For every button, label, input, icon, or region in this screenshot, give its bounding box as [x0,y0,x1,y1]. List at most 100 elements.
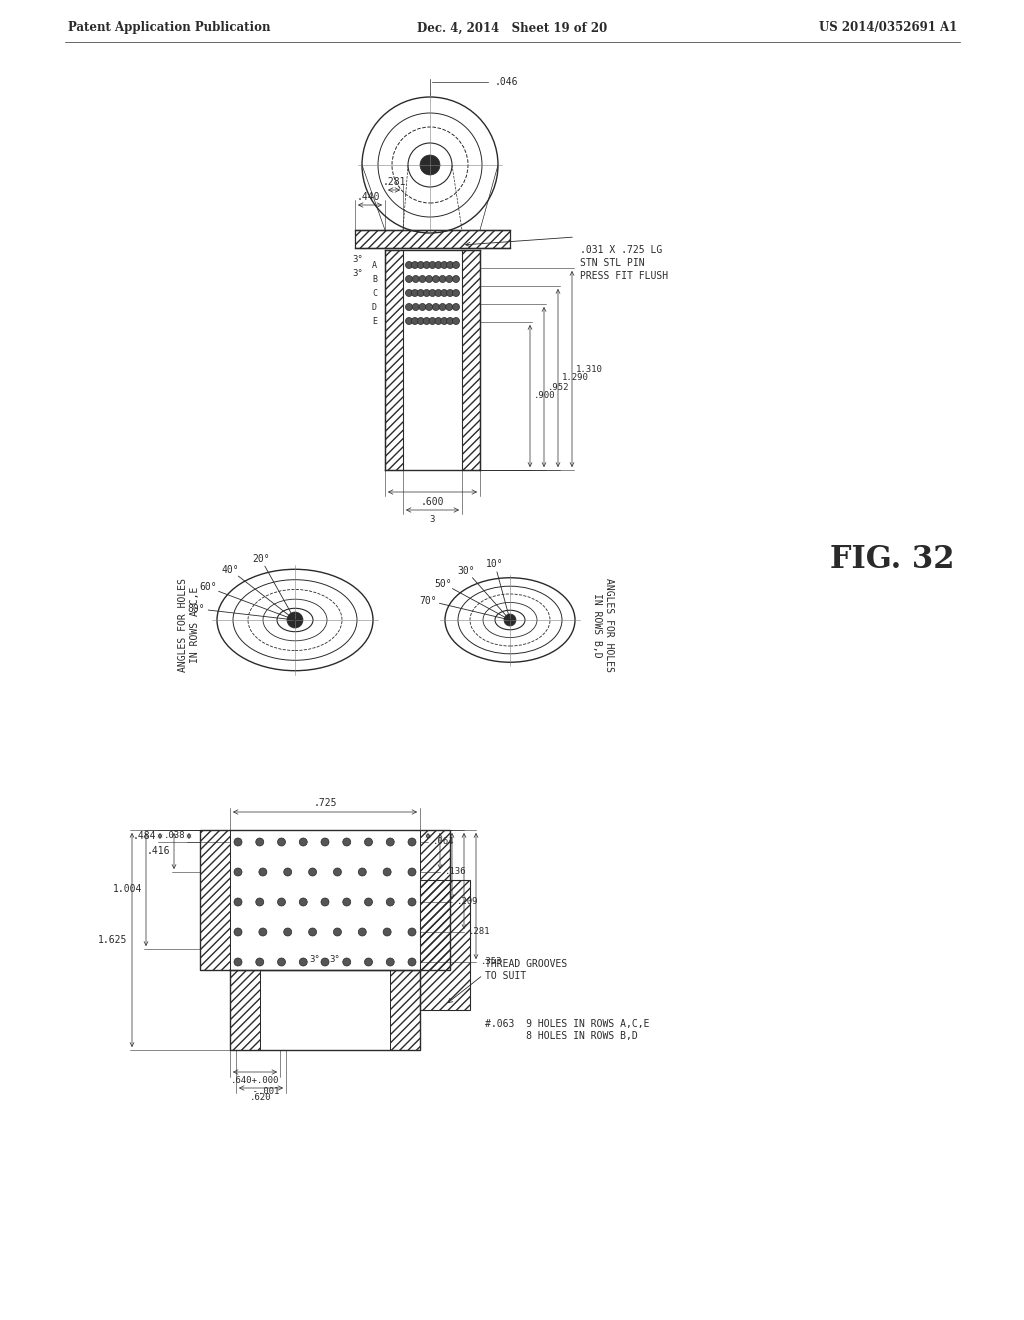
Bar [230,970,260,1049]
Text: THREAD GROOVES
TO SUIT: THREAD GROOVES TO SUIT [485,960,567,981]
Circle shape [453,318,460,325]
Bar [390,970,420,1049]
Circle shape [408,958,416,966]
Circle shape [287,612,303,628]
Text: .640+.000
    -.001: .640+.000 -.001 [230,1076,280,1096]
Text: .031 X .725 LG: .031 X .725 LG [580,246,663,255]
Text: 3: 3 [430,516,435,524]
Text: .046: .046 [495,77,518,87]
Text: 3°: 3° [330,956,340,965]
Circle shape [446,318,454,325]
Text: .952: .952 [548,383,569,392]
Circle shape [234,838,242,846]
Circle shape [278,958,286,966]
Text: Dec. 4, 2014   Sheet 19 of 20: Dec. 4, 2014 Sheet 19 of 20 [417,21,607,34]
Circle shape [406,276,413,282]
Circle shape [234,958,242,966]
Text: ANGLES FOR HOLES
IN ROWS A,C,E: ANGLES FOR HOLES IN ROWS A,C,E [178,578,200,672]
Circle shape [417,289,424,297]
Bar [200,830,450,970]
Circle shape [432,276,439,282]
Text: B: B [372,275,377,284]
Bar [420,830,450,970]
Circle shape [358,928,367,936]
Circle shape [284,928,292,936]
Bar [230,970,420,1049]
Text: 1.310: 1.310 [575,364,603,374]
Circle shape [445,276,453,282]
Circle shape [440,318,447,325]
Text: PRESS FIT FLUSH: PRESS FIT FLUSH [580,271,668,281]
Text: 10°: 10° [486,560,504,569]
Circle shape [412,261,419,268]
Circle shape [408,928,416,936]
Circle shape [420,154,440,176]
Circle shape [453,261,460,268]
Text: .281: .281 [382,177,406,187]
Text: 1.004: 1.004 [113,884,142,894]
Circle shape [423,289,430,297]
Circle shape [417,261,424,268]
Circle shape [321,898,329,906]
Circle shape [343,838,351,846]
Bar [200,830,230,970]
Circle shape [234,928,242,936]
Text: C: C [372,289,377,297]
Text: #.063  9 HOLES IN ROWS A,C,E
       8 HOLES IN ROWS B,D: #.063 9 HOLES IN ROWS A,C,E 8 HOLES IN R… [485,1019,649,1040]
Text: .440: .440 [356,191,380,202]
Circle shape [308,928,316,936]
Text: Patent Application Publication: Patent Application Publication [68,21,270,34]
Circle shape [453,276,460,282]
Circle shape [440,261,447,268]
Circle shape [406,261,413,268]
Circle shape [406,289,413,297]
Text: .064: .064 [433,837,455,846]
Circle shape [256,898,264,906]
Circle shape [417,318,424,325]
Circle shape [445,304,453,310]
Text: 1.625: 1.625 [97,935,127,945]
Text: .416: .416 [146,846,170,855]
Text: 20°: 20° [252,554,269,564]
Circle shape [321,838,329,846]
Circle shape [386,958,394,966]
Circle shape [413,304,419,310]
Circle shape [234,898,242,906]
Circle shape [423,261,430,268]
Text: 40°: 40° [222,565,240,576]
Text: 3°: 3° [309,956,321,965]
Circle shape [429,318,436,325]
Circle shape [426,304,433,310]
Circle shape [439,304,446,310]
Text: STN STL PIN: STN STL PIN [580,257,645,268]
Text: 80°: 80° [187,603,206,614]
Circle shape [365,898,373,906]
Text: A: A [372,260,377,269]
Text: 50°: 50° [434,578,453,589]
Circle shape [423,318,430,325]
Circle shape [435,261,442,268]
Bar [462,249,480,470]
Circle shape [412,289,419,297]
Text: .900: .900 [534,392,555,400]
Text: .484: .484 [132,832,156,841]
Circle shape [408,869,416,876]
Text: .136: .136 [445,867,467,876]
Circle shape [308,869,316,876]
Circle shape [365,838,373,846]
Bar [385,249,403,470]
Circle shape [259,928,267,936]
Text: 30°: 30° [458,566,475,576]
Circle shape [256,838,264,846]
Text: 60°: 60° [200,582,217,593]
Circle shape [446,261,454,268]
Text: 1.290: 1.290 [562,374,589,383]
Circle shape [259,869,267,876]
Circle shape [343,898,351,906]
Text: .620: .620 [250,1093,271,1102]
Text: 3°: 3° [352,256,362,264]
Circle shape [412,318,419,325]
Circle shape [504,614,516,626]
Circle shape [408,838,416,846]
Circle shape [432,304,439,310]
